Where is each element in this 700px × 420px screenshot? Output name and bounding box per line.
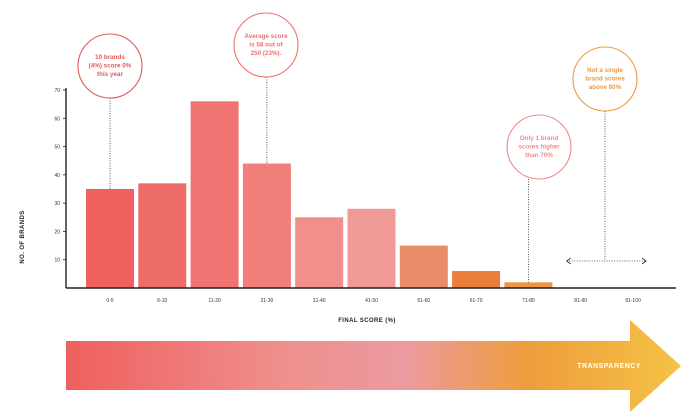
callout-text: scores higher <box>518 144 560 151</box>
x-tick-label: 31-40 <box>313 298 326 304</box>
callout-annotations: 10 brands (4%) score 0%this year Average s… <box>77 12 638 180</box>
y-tick-label: 10 <box>54 258 60 264</box>
bar <box>242 163 291 288</box>
x-axis-ticks: 0-5 6-10 11-20 21-30 31-40 41-50 51-60 61-70 71-… <box>106 298 641 304</box>
callout: 10 brands (4%) score 0%this year <box>77 33 143 99</box>
callout-text: Not a single <box>587 67 623 74</box>
x-tick-label: 51-60 <box>417 298 430 304</box>
callout-text: Only 1 brand <box>520 135 559 142</box>
callout-text: 250 (23%). <box>251 50 282 57</box>
bar <box>86 189 134 288</box>
callout-text: 10 brands <box>95 54 125 61</box>
callout-circle <box>233 12 299 78</box>
transparency-arrow-shape <box>66 320 681 412</box>
callout-text: is 58 out of <box>249 42 283 49</box>
callout-text: above 80% <box>589 84 622 91</box>
y-tick-label: 30 <box>54 201 60 207</box>
x-tick-label: 6-10 <box>157 298 167 304</box>
bar-series <box>86 101 553 288</box>
y-tick-label: 20 <box>54 229 60 235</box>
callout-text: this year <box>97 71 123 78</box>
bar <box>347 208 396 288</box>
arrowhead-right-icon <box>641 257 647 265</box>
x-tick-label: 81-90 <box>574 298 587 304</box>
x-tick-label: 21-30 <box>261 298 274 304</box>
transparency-arrow: TRANSPARENCY <box>66 320 681 412</box>
x-tick-label: 41-50 <box>365 298 378 304</box>
callout-text: brand scores <box>585 76 625 83</box>
callout-text: Average score <box>244 33 288 40</box>
y-axis-ticks: 10 20 30 40 50 60 70 <box>54 88 66 264</box>
transparency-label: TRANSPARENCY <box>577 363 641 370</box>
callout-circle <box>572 46 638 112</box>
callout-circle <box>77 33 143 99</box>
x-tick-label: 71-80 <box>522 298 535 304</box>
arrowhead-left-icon <box>565 257 571 265</box>
callout-text: than 70% <box>525 152 553 159</box>
bar <box>295 217 344 288</box>
bar <box>504 282 553 288</box>
callout-circle <box>506 114 572 180</box>
x-axis-title: FINAL SCORE (%) <box>338 318 396 324</box>
y-axis-title: NO. OF BRANDS <box>20 210 26 263</box>
y-tick-label: 60 <box>54 116 60 122</box>
callout-text: (4%) score 0% <box>89 63 132 70</box>
y-tick-label: 40 <box>54 173 60 179</box>
bar <box>190 101 239 288</box>
x-tick-label: 0-5 <box>106 298 113 304</box>
x-tick-label: 61-70 <box>470 298 483 304</box>
bar <box>452 271 501 288</box>
y-tick-label: 50 <box>54 145 60 151</box>
callout-leader-lines <box>109 77 647 283</box>
y-tick-label: 70 <box>54 88 60 94</box>
chart-axes <box>65 88 676 289</box>
bar <box>138 183 187 288</box>
bar <box>399 245 448 288</box>
x-tick-label: 11-20 <box>208 298 221 304</box>
x-tick-label: 91-100 <box>625 298 641 304</box>
